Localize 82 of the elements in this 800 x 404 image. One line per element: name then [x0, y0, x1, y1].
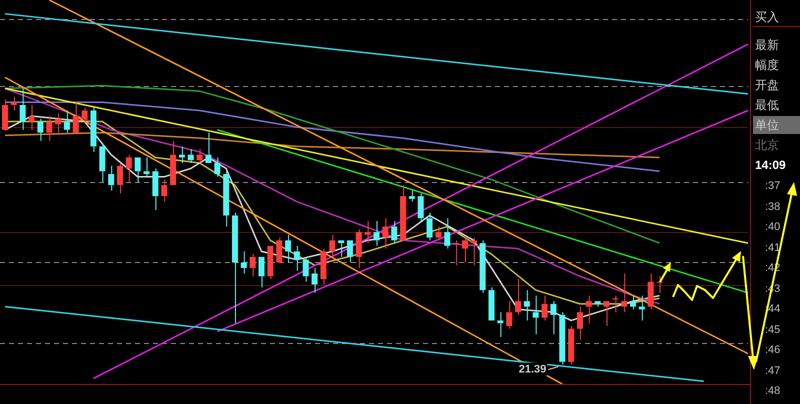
candlestick	[99, 143, 106, 183]
annotation: 21.39	[518, 364, 546, 376]
candlestick	[603, 301, 610, 326]
candlestick	[116, 162, 123, 194]
candlestick	[391, 220, 398, 244]
candlestick	[250, 254, 256, 277]
candlestick	[161, 179, 168, 202]
candlestick	[480, 240, 486, 294]
candlestick	[356, 228, 362, 268]
candlestick	[408, 190, 415, 202]
candlestick	[374, 220, 380, 246]
candlestick	[364, 220, 371, 244]
candlestick	[462, 237, 468, 263]
candlestick	[144, 156, 150, 178]
candlestick	[28, 104, 35, 130]
candlestick	[638, 295, 645, 321]
candlestick	[550, 300, 556, 335]
candlestick	[506, 300, 512, 330]
candlestick	[594, 301, 601, 308]
candlestick	[576, 306, 583, 340]
candlestick	[82, 107, 88, 122]
candlestick	[542, 295, 548, 321]
candlestick	[276, 237, 282, 262]
text: 14:09	[754, 157, 787, 174]
candlestick	[302, 256, 309, 282]
text: 北京	[754, 137, 780, 154]
candlestick	[196, 148, 203, 164]
text: 最低	[754, 97, 780, 114]
text: 最新	[754, 37, 780, 54]
candlestick	[178, 146, 185, 164]
text: 幅度	[754, 57, 780, 74]
text: :48	[765, 385, 780, 398]
text: 单位	[753, 116, 800, 134]
candlestick	[444, 218, 450, 250]
candlestick	[418, 192, 424, 222]
candlestick	[72, 102, 79, 133]
candlestick	[267, 246, 274, 280]
candlestick	[488, 286, 494, 320]
candlestick	[205, 132, 212, 163]
candlestick	[108, 165, 114, 192]
candlestick	[470, 237, 477, 266]
candlestick	[10, 96, 17, 112]
candlestick	[312, 267, 318, 294]
candlestick	[2, 98, 8, 130]
candlestick	[126, 154, 132, 183]
candlestick	[346, 240, 353, 263]
candlestick	[240, 250, 247, 274]
candlestick	[223, 170, 230, 228]
candlestick	[621, 272, 628, 313]
candlestick	[612, 295, 618, 313]
candlestick	[559, 312, 566, 366]
candlestick	[55, 112, 62, 134]
candlestick	[382, 218, 388, 250]
candlestick	[630, 295, 636, 310]
candlestick	[46, 116, 52, 142]
candlestick	[586, 295, 592, 324]
candlestick	[524, 290, 530, 321]
candlestick	[214, 156, 220, 178]
candlestick	[426, 212, 433, 241]
candlestick	[400, 184, 406, 240]
candlestick	[232, 212, 238, 324]
candlestick	[294, 245, 300, 272]
candlestick	[497, 312, 504, 338]
candlestick	[170, 140, 176, 186]
text: 开盘	[754, 77, 780, 94]
candlestick	[320, 248, 326, 286]
candlestick	[20, 88, 26, 130]
candlestick	[435, 226, 442, 241]
candlestick	[90, 107, 96, 152]
candlestick	[532, 295, 539, 335]
candlestick	[152, 168, 158, 210]
candlestick	[453, 240, 460, 266]
candlestick	[648, 272, 654, 310]
candlestick	[515, 278, 522, 316]
candlestick	[37, 118, 44, 142]
candlestick	[64, 110, 70, 134]
candlestick	[568, 325, 574, 366]
candlestick	[329, 234, 336, 258]
candlestick	[188, 148, 194, 164]
candlestick	[338, 240, 344, 258]
candlestick	[285, 234, 292, 263]
text: 买入	[753, 8, 800, 27]
